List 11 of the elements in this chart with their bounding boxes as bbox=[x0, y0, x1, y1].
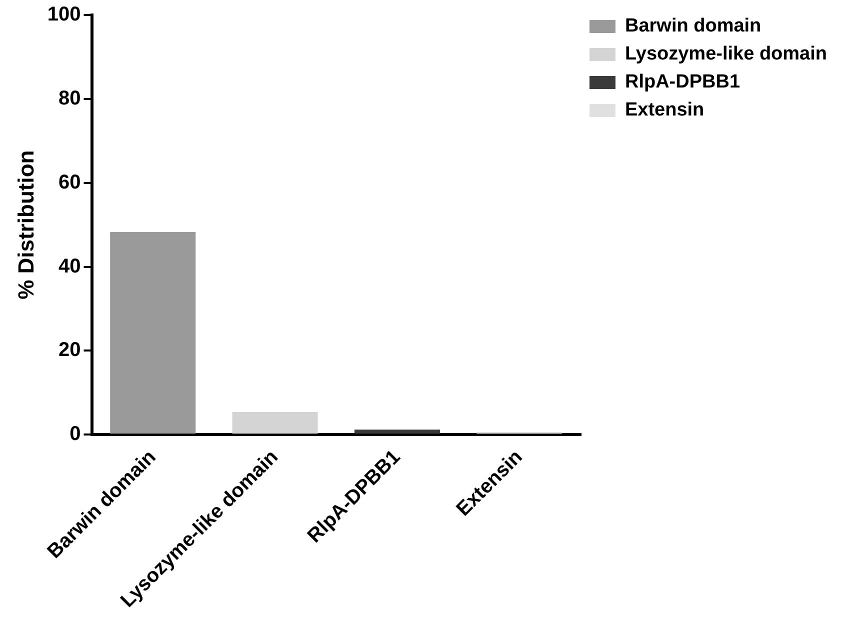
legend-label: Extensin bbox=[624, 100, 704, 121]
legend-label: Lysozyme-like domain bbox=[624, 44, 828, 65]
y-axis-title: % Distribution bbox=[13, 150, 38, 300]
y-tick-label: 20 bbox=[58, 339, 81, 362]
y-tick-label: 100 bbox=[47, 4, 81, 26]
y-tick-label: 60 bbox=[58, 171, 81, 194]
y-tick-label: 0 bbox=[70, 423, 81, 446]
y-tick-label: 80 bbox=[58, 87, 81, 110]
legend-label: Barwin domain bbox=[624, 16, 762, 37]
legend-label: RlpA-DPBB1 bbox=[624, 72, 740, 93]
y-tick-label: 40 bbox=[58, 255, 81, 278]
